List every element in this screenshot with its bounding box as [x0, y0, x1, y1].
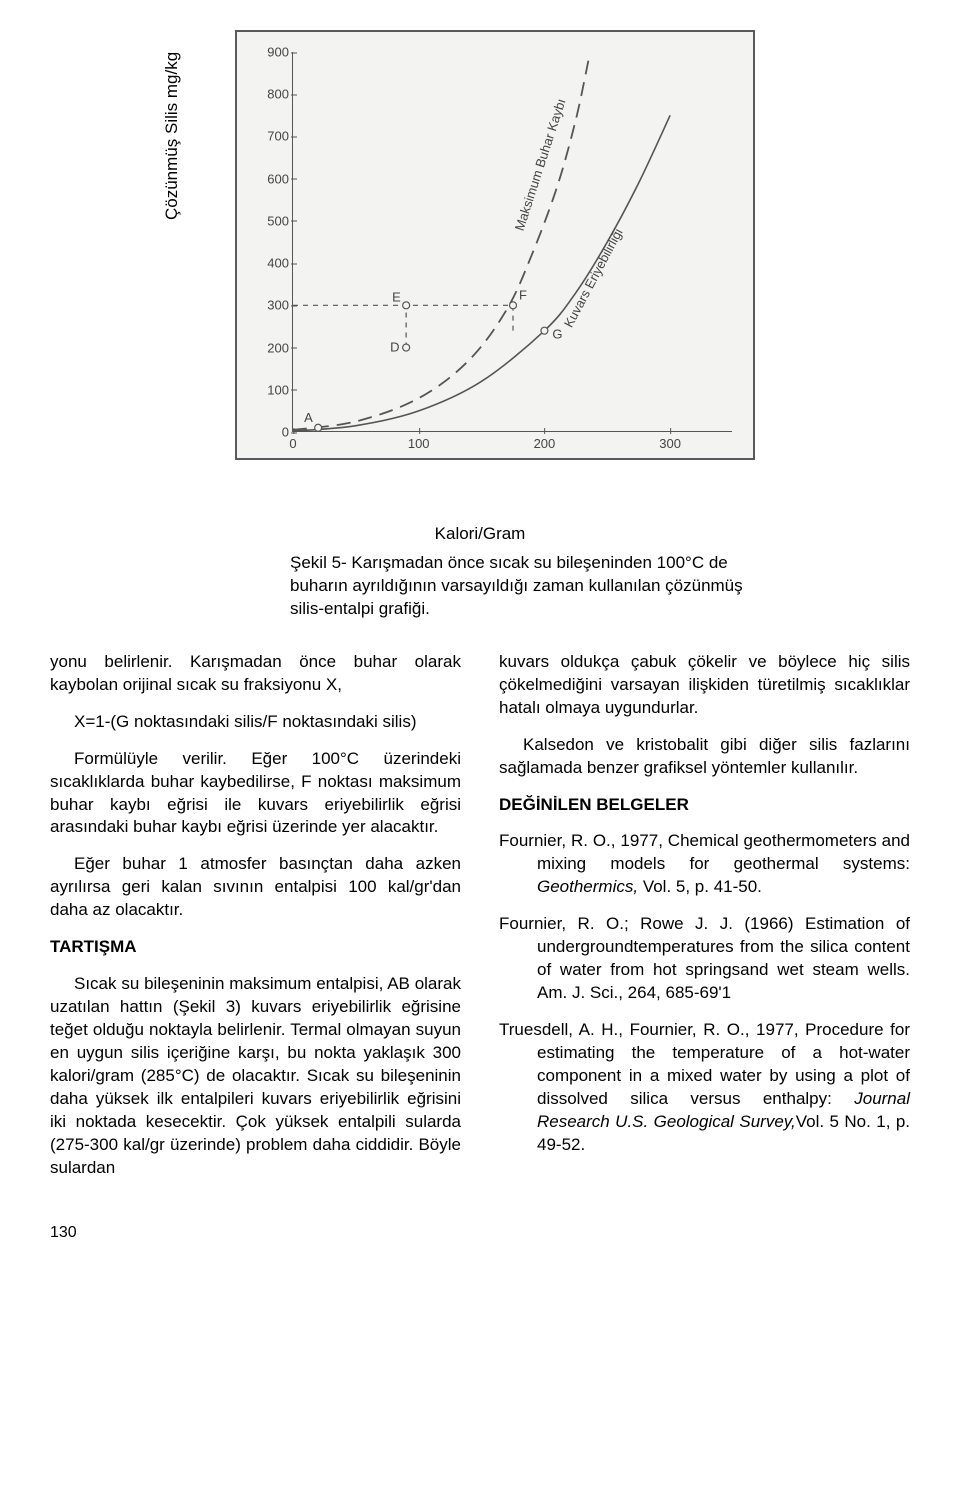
svg-text:Maksimum Buhar Kaybı: Maksimum Buhar Kaybı — [512, 97, 569, 233]
left-column: yonu belirlenir. Karışmadan önce buhar o… — [50, 651, 461, 1194]
chart-container: Çözünmüş Silis mg/kg Kuvars Eriyebilirli… — [180, 20, 780, 520]
plot-area: Kuvars EriyebilirliğiMaksimum Buhar Kayb… — [292, 52, 732, 432]
ref-text: Fournier, R. O., 1977, Chemical geotherm… — [499, 831, 910, 873]
y-axis-title: Çözünmüş Silis mg/kg — [162, 52, 182, 220]
caption-prefix: Şekil 5- — [290, 553, 351, 572]
paragraph: yonu belirlenir. Karışmadan önce buhar o… — [50, 651, 461, 697]
svg-text:A: A — [304, 410, 313, 425]
ref-text: Truesdell, A. H., Fournier, R. O., 1977,… — [499, 1020, 910, 1108]
body-columns: yonu belirlenir. Karışmadan önce buhar o… — [50, 651, 910, 1194]
ref-italic: Geothermics, — [537, 877, 638, 896]
chart-frame: Kuvars EriyebilirliğiMaksimum Buhar Kayb… — [235, 30, 755, 460]
figure-5: Çözünmüş Silis mg/kg Kuvars Eriyebilirli… — [180, 20, 780, 621]
svg-text:D: D — [390, 340, 399, 355]
caption-text: Karışmadan önce sıcak su bileşeninden 10… — [290, 553, 743, 618]
reference: Truesdell, A. H., Fournier, R. O., 1977,… — [499, 1019, 910, 1157]
paragraph: Formülüyle verilir. Eğer 100°C üzerindek… — [50, 748, 461, 840]
paragraph: Sıcak su bileşeninin maksimum entalpisi,… — [50, 973, 461, 1179]
chart-svg: Kuvars EriyebilirliğiMaksimum Buhar Kayb… — [293, 52, 732, 431]
svg-text:Kuvars Eriyebilirliği: Kuvars Eriyebilirliği — [561, 226, 626, 330]
paragraph: Eğer buhar 1 atmosfer basınçtan daha azk… — [50, 853, 461, 922]
paragraph: kuvars oldukça çabuk çökelir ve böylece … — [499, 651, 910, 720]
reference: Fournier, R. O., 1977, Chemical geotherm… — [499, 830, 910, 899]
ref-text: Vol. 5, p. 41-50. — [638, 877, 762, 896]
section-heading: TARTIŞMA — [50, 936, 461, 959]
figure-caption: Şekil 5- Karışmadan önce sıcak su bileşe… — [290, 552, 770, 621]
page-number: 130 — [50, 1224, 910, 1242]
right-column: kuvars oldukça çabuk çökelir ve böylece … — [499, 651, 910, 1194]
reference: Fournier, R. O.; Rowe J. J. (1966) Estim… — [499, 913, 910, 1005]
svg-text:G: G — [552, 327, 562, 342]
section-heading: DEĞİNİLEN BELGELER — [499, 794, 910, 817]
paragraph: Kalsedon ve kristobalit gibi diğer silis… — [499, 734, 910, 780]
formula: X=1-(G noktasındaki silis/F noktasındaki… — [50, 711, 461, 734]
svg-text:F: F — [519, 287, 527, 302]
x-axis-title: Kalori/Gram — [180, 524, 780, 544]
svg-text:E: E — [392, 289, 401, 304]
